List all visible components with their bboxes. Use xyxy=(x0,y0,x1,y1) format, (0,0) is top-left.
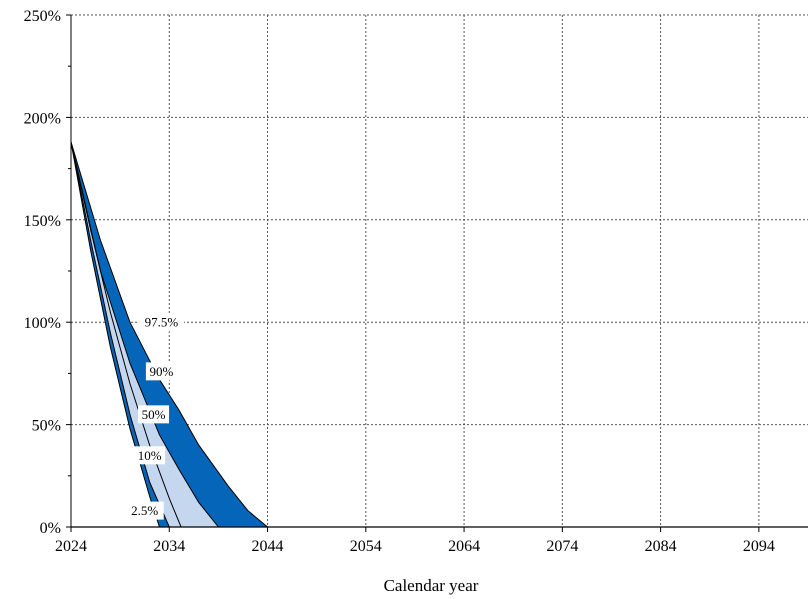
series-line xyxy=(70,141,182,528)
y-tick-label: 0% xyxy=(40,520,61,537)
x-tick-label: 2024 xyxy=(55,538,87,555)
band-label-text: 50% xyxy=(142,407,166,422)
band-label-bg xyxy=(138,405,170,424)
x-axis-label: Calendar year xyxy=(384,576,479,595)
band-label-bg xyxy=(138,313,184,332)
x-tick-label: 2054 xyxy=(350,538,382,555)
x-tick-label: 2044 xyxy=(252,538,284,555)
band-label-bg xyxy=(125,501,164,520)
x-tick-label: 2084 xyxy=(645,538,677,555)
x-tick-label: 2094 xyxy=(743,538,775,555)
band-labels: 97.5% 90% 50% 10% 2.5% xyxy=(125,313,184,520)
band-label-text: 97.5% xyxy=(145,315,179,330)
band-label: 50% xyxy=(138,405,170,424)
band-label: 2.5% xyxy=(125,501,164,520)
grid xyxy=(71,14,808,527)
band-label-text: 10% xyxy=(138,448,162,463)
band-label: 97.5% xyxy=(138,313,184,332)
y-tick-labels: 0% 50% 100% 150% 200% 250% xyxy=(24,8,61,537)
x-tick-labels: 2024 2034 2044 2054 2064 2074 2084 2094 xyxy=(55,538,775,555)
band-label: 90% xyxy=(145,362,177,381)
y-tick-label: 50% xyxy=(32,418,61,435)
series-line xyxy=(70,141,170,528)
band-upper-outer xyxy=(71,141,268,527)
band-label-text: 90% xyxy=(149,364,173,379)
series-line xyxy=(70,141,160,528)
band-label-text: 2.5% xyxy=(131,503,158,518)
x-tick-label: 2074 xyxy=(546,538,578,555)
series-lines xyxy=(70,141,268,528)
y-tick-label: 200% xyxy=(24,110,61,127)
y-tick-label: 100% xyxy=(24,315,61,332)
y-tick-label: 150% xyxy=(24,213,61,230)
band-label-bg xyxy=(134,446,166,465)
series-line xyxy=(70,141,268,528)
band-label-bg xyxy=(145,362,177,381)
y-tick-label: 250% xyxy=(24,8,61,25)
x-tick-label: 2034 xyxy=(153,538,185,555)
x-tick-label: 2064 xyxy=(448,538,480,555)
band-label: 10% xyxy=(134,446,166,465)
axes xyxy=(66,14,808,532)
